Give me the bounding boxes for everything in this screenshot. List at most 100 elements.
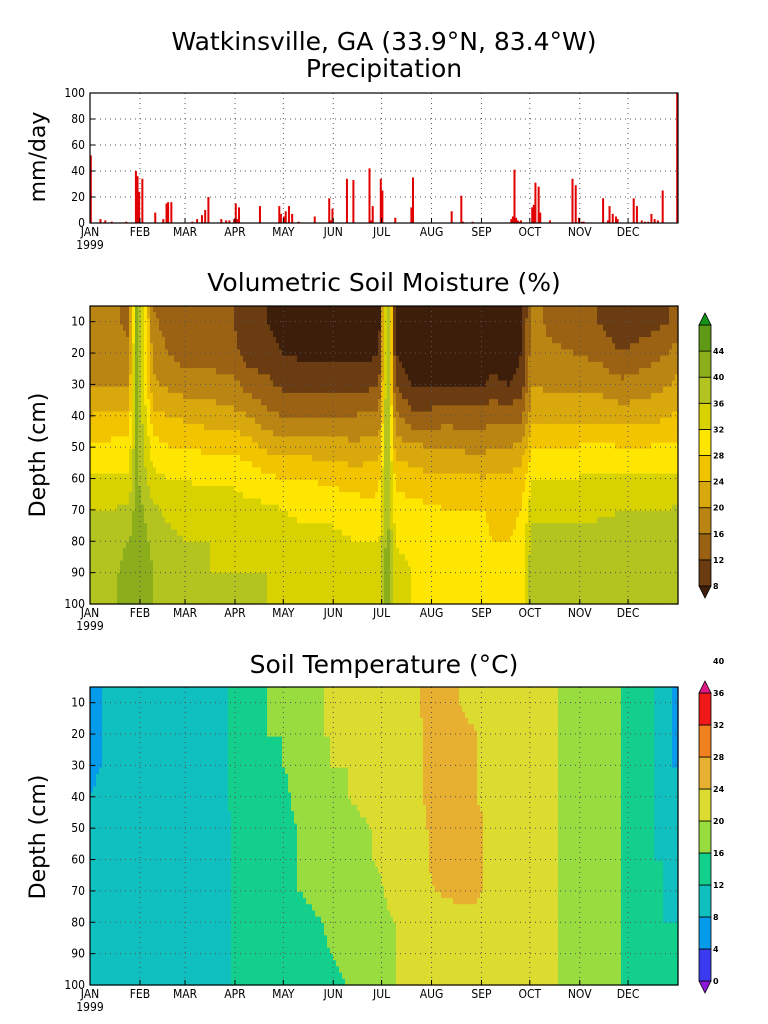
heatmap-cell <box>396 380 400 388</box>
heatmap-cell <box>312 355 316 363</box>
heatmap-cell <box>381 306 385 313</box>
heatmap-cell <box>114 423 118 431</box>
heatmap-cell <box>441 324 445 332</box>
heatmap-cell <box>153 324 157 332</box>
heatmap-cell <box>672 306 676 313</box>
heatmap-cell <box>216 386 220 394</box>
heatmap-cell <box>609 337 613 344</box>
heatmap-cell <box>486 423 490 431</box>
heatmap-cell <box>276 380 280 388</box>
heatmap-cell <box>438 386 442 394</box>
heatmap-cell <box>528 405 532 413</box>
heatmap-cell <box>156 361 160 369</box>
heatmap-cell <box>312 324 316 332</box>
heatmap-cell <box>213 349 217 357</box>
heatmap-cell <box>597 343 601 351</box>
precip-bar <box>394 217 397 223</box>
heatmap-cell <box>132 330 136 338</box>
heatmap-cell <box>264 330 268 338</box>
heatmap-cell <box>222 324 226 332</box>
heatmap-cell <box>492 330 496 338</box>
heatmap-cell <box>477 411 481 419</box>
heatmap-cell <box>162 343 166 351</box>
heatmap-cell <box>387 368 391 375</box>
heatmap-cell <box>426 318 430 326</box>
heatmap-cell <box>537 318 541 326</box>
heatmap-cell <box>561 324 565 332</box>
heatmap-cell <box>378 374 382 382</box>
heatmap-cell <box>180 330 184 338</box>
heatmap-cell <box>198 386 202 394</box>
heatmap-cell <box>558 349 562 357</box>
heatmap-cell <box>120 330 124 338</box>
heatmap-cell <box>342 349 346 357</box>
heatmap-cell <box>639 399 643 406</box>
heatmap-cell <box>435 312 439 320</box>
heatmap-cell <box>342 361 346 369</box>
heatmap-cell <box>657 318 661 326</box>
heatmap-cell <box>405 318 409 326</box>
heatmap-cell <box>507 355 511 363</box>
heatmap-cell <box>93 355 97 363</box>
heatmap-cell <box>369 411 373 419</box>
heatmap-cell <box>285 399 289 406</box>
heatmap-cell <box>207 312 211 320</box>
heatmap-cell <box>420 399 424 406</box>
heatmap-cell <box>258 312 262 320</box>
heatmap-cell <box>564 423 568 431</box>
heatmap-cell <box>357 423 361 431</box>
heatmap-cell <box>378 312 382 320</box>
heatmap-cell <box>177 380 181 388</box>
heatmap-cell <box>129 330 133 338</box>
heatmap-cell <box>471 349 475 357</box>
heatmap-cell <box>582 330 586 338</box>
heatmap-cell <box>609 392 613 400</box>
heatmap-cell <box>339 337 343 344</box>
heatmap-cell <box>663 306 667 313</box>
heatmap-cell <box>630 405 634 413</box>
heatmap-cell <box>537 374 541 382</box>
heatmap-cell <box>567 337 571 344</box>
heatmap-cell <box>630 330 634 338</box>
heatmap-cell <box>516 343 520 351</box>
heatmap-cell <box>96 337 100 344</box>
heatmap-cell <box>225 337 229 344</box>
heatmap-cell <box>429 392 433 400</box>
heatmap-cell <box>630 306 634 313</box>
heatmap-cell <box>282 380 286 388</box>
heatmap-cell <box>597 337 601 344</box>
heatmap-cell <box>345 337 349 344</box>
heatmap-cell <box>417 361 421 369</box>
heatmap-cell <box>396 306 400 313</box>
heatmap-cell <box>618 318 622 326</box>
heatmap-cell <box>615 374 619 382</box>
heatmap-cell <box>210 399 214 406</box>
precip-bar <box>162 219 165 223</box>
heatmap-cell <box>555 349 559 357</box>
heatmap-cell <box>285 380 289 388</box>
heatmap-cell <box>513 417 517 425</box>
heatmap-cell <box>159 355 163 363</box>
heatmap-cell <box>105 355 109 363</box>
heatmap-cell <box>108 405 112 413</box>
heatmap-cell <box>435 380 439 388</box>
heatmap-cell <box>159 380 163 388</box>
heatmap-cell <box>483 324 487 332</box>
heatmap-cell <box>441 312 445 320</box>
heatmap-cell <box>255 423 259 431</box>
heatmap-cell <box>642 355 646 363</box>
heatmap-cell <box>222 330 226 338</box>
heatmap-cell <box>333 392 337 400</box>
heatmap-cell <box>348 343 352 351</box>
heatmap-cell <box>249 306 253 313</box>
heatmap-cell <box>255 337 259 344</box>
heatmap-cell <box>420 355 424 363</box>
precip-bar <box>233 219 236 223</box>
heatmap-cell <box>318 405 322 413</box>
heatmap-cell <box>207 417 211 425</box>
heatmap-cell <box>201 405 205 413</box>
heatmap-cell <box>414 380 418 388</box>
heatmap-cell <box>594 343 598 351</box>
heatmap-cell <box>435 330 439 338</box>
heatmap-cell <box>297 330 301 338</box>
